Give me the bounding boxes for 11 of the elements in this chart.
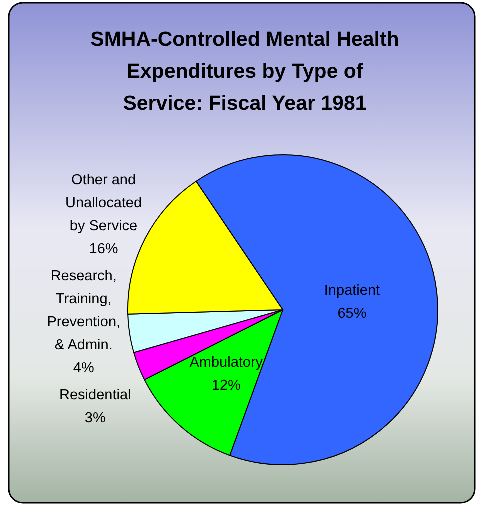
slice-label: Ambulatory bbox=[190, 355, 264, 372]
data-label: 4% bbox=[73, 360, 94, 377]
slice-label: Residential bbox=[60, 388, 132, 404]
slice-label: Research, Training, Prevention, & Admin. bbox=[47, 268, 121, 354]
chart-title: SMHA-Controlled Mental Health Expenditures by Type of Service: Fiscal Year 1981 bbox=[90, 28, 400, 115]
data-label: 16% bbox=[89, 242, 118, 258]
slice-label: Inpatient bbox=[324, 283, 380, 299]
data-label: 65% bbox=[338, 306, 367, 322]
data-label: 3% bbox=[84, 410, 106, 427]
slice-label: Other and Unallocated by Service bbox=[65, 172, 142, 235]
data-label: 12% bbox=[212, 378, 242, 394]
